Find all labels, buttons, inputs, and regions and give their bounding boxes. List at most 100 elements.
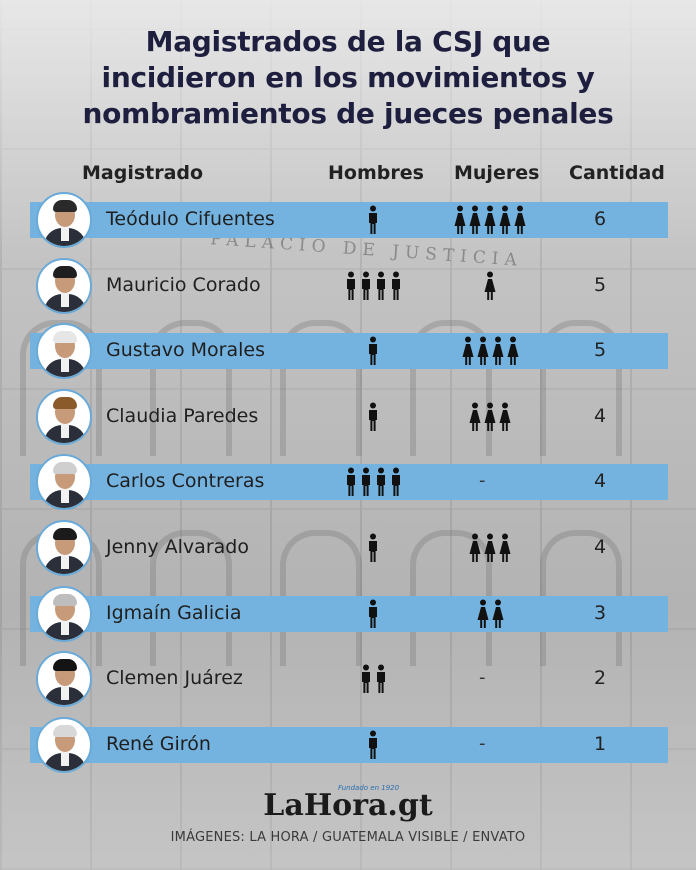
woman-icon	[499, 205, 511, 234]
cantidad-value: 6	[593, 208, 607, 230]
hombres-icons	[318, 336, 428, 366]
title-line-2: incidieron en los movimientos y	[101, 61, 595, 94]
man-icon	[369, 730, 377, 759]
woman-icon	[454, 205, 466, 234]
mujeres-icons	[435, 402, 545, 432]
woman-icon	[484, 402, 496, 431]
man-icon	[361, 271, 370, 300]
mujeres-icons	[435, 205, 545, 235]
man-icon	[361, 664, 370, 694]
magistrado-name: Igmaín Galicia	[106, 601, 242, 624]
woman-icon	[477, 336, 488, 366]
cantidad-value: 5	[593, 273, 607, 296]
avatar	[36, 388, 92, 445]
mujeres-icons	[435, 336, 545, 366]
row-highlight-band	[30, 726, 668, 763]
header-hombres: Hombres	[328, 162, 424, 184]
avatar	[36, 192, 92, 248]
hombres-icons	[318, 205, 428, 235]
hombres-icons	[318, 599, 428, 629]
man-icon	[369, 205, 377, 234]
cantidad-value: 4	[593, 470, 607, 493]
avatar	[36, 716, 92, 773]
header-magistrado: Magistrado	[82, 162, 204, 184]
hombres-icons	[318, 533, 428, 563]
woman-icon	[492, 599, 503, 628]
logo-text-a: LaH	[263, 788, 333, 823]
mujeres-icons	[435, 271, 545, 301]
magistrado-name: Teódulo Cifuentes	[106, 208, 275, 230]
hombres-icons	[318, 402, 428, 432]
table-row: Carlos Contreras - 4	[0, 454, 696, 511]
man-icon	[361, 467, 370, 497]
magistrado-name: René Girón	[106, 732, 211, 755]
magistrado-name: Jenny Alvarado	[106, 536, 249, 558]
magistrado-name: Gustavo Morales	[106, 339, 266, 362]
hombres-icons	[318, 467, 428, 497]
man-icon	[369, 599, 377, 628]
mujeres-icons	[435, 533, 545, 563]
table-row: René Girón - 1	[0, 716, 696, 773]
woman-icon	[507, 336, 518, 366]
woman-icon	[484, 205, 496, 234]
man-icon	[346, 271, 355, 300]
row-highlight-band	[30, 333, 668, 370]
lahora-logo: LaHora.gt	[0, 788, 696, 823]
woman-icon	[469, 533, 481, 562]
magistrado-name: Clemen Juárez	[106, 667, 243, 690]
man-icon	[376, 467, 385, 497]
woman-icon	[469, 205, 481, 234]
chart-title: Magistrados de la CSJ que incidieron en …	[0, 24, 696, 132]
table-row: Igmaín Galicia 3	[0, 585, 696, 642]
table-row: Jenny Alvarado 4	[0, 520, 696, 576]
man-icon	[369, 336, 377, 366]
cantidad-value: 5	[593, 339, 607, 362]
logo-text-b: ra.gt	[352, 788, 433, 823]
avatar	[36, 323, 92, 380]
hombres-icons	[318, 664, 428, 694]
cantidad-value: 4	[593, 536, 607, 558]
cantidad-value: 2	[593, 667, 607, 690]
mujeres-icons	[435, 599, 545, 629]
woman-icon	[514, 205, 526, 234]
row-highlight-band	[30, 202, 668, 238]
mujeres-none: -	[479, 470, 486, 492]
header-cantidad: Cantidad	[569, 162, 665, 184]
logo-text-o: o	[332, 788, 353, 823]
man-icon	[346, 467, 355, 497]
man-icon	[369, 533, 377, 562]
hombres-icons	[318, 271, 428, 301]
title-line-3: nombramientos de jueces penales	[82, 97, 614, 130]
man-icon	[391, 271, 400, 300]
woman-icon	[462, 336, 473, 366]
title-line-1: Magistrados de la CSJ que	[145, 25, 551, 58]
mujeres-none: -	[479, 732, 486, 754]
woman-icon	[499, 533, 511, 562]
avatar	[36, 257, 92, 314]
cantidad-value: 3	[593, 601, 607, 624]
table-row: Teódulo Cifuentes 6	[0, 192, 696, 248]
table-row: Gustavo Morales 5	[0, 323, 696, 380]
avatar	[36, 454, 92, 511]
cantidad-value: 1	[593, 732, 607, 755]
man-icon	[376, 271, 385, 300]
woman-icon	[499, 402, 511, 431]
header-mujeres: Mujeres	[454, 162, 540, 184]
image-credits: IMÁGENES: LA HORA / GUATEMALA VISIBLE / …	[170, 830, 526, 845]
avatar	[36, 585, 92, 642]
table-row: Clemen Juárez - 2	[0, 651, 696, 708]
magistrado-name: Carlos Contreras	[106, 470, 265, 493]
logo-tagline: Fundado en 1920	[338, 784, 400, 792]
man-icon	[376, 664, 385, 694]
woman-icon	[477, 599, 488, 628]
row-highlight-band	[30, 595, 668, 632]
magistrado-name: Claudia Paredes	[106, 404, 259, 427]
avatar	[36, 651, 92, 708]
cantidad-value: 4	[593, 404, 607, 427]
woman-icon	[469, 402, 481, 431]
hombres-icons	[318, 730, 428, 760]
man-icon	[391, 467, 400, 497]
avatar	[36, 520, 92, 576]
magistrado-name: Mauricio Corado	[106, 273, 261, 296]
woman-icon	[492, 336, 503, 366]
